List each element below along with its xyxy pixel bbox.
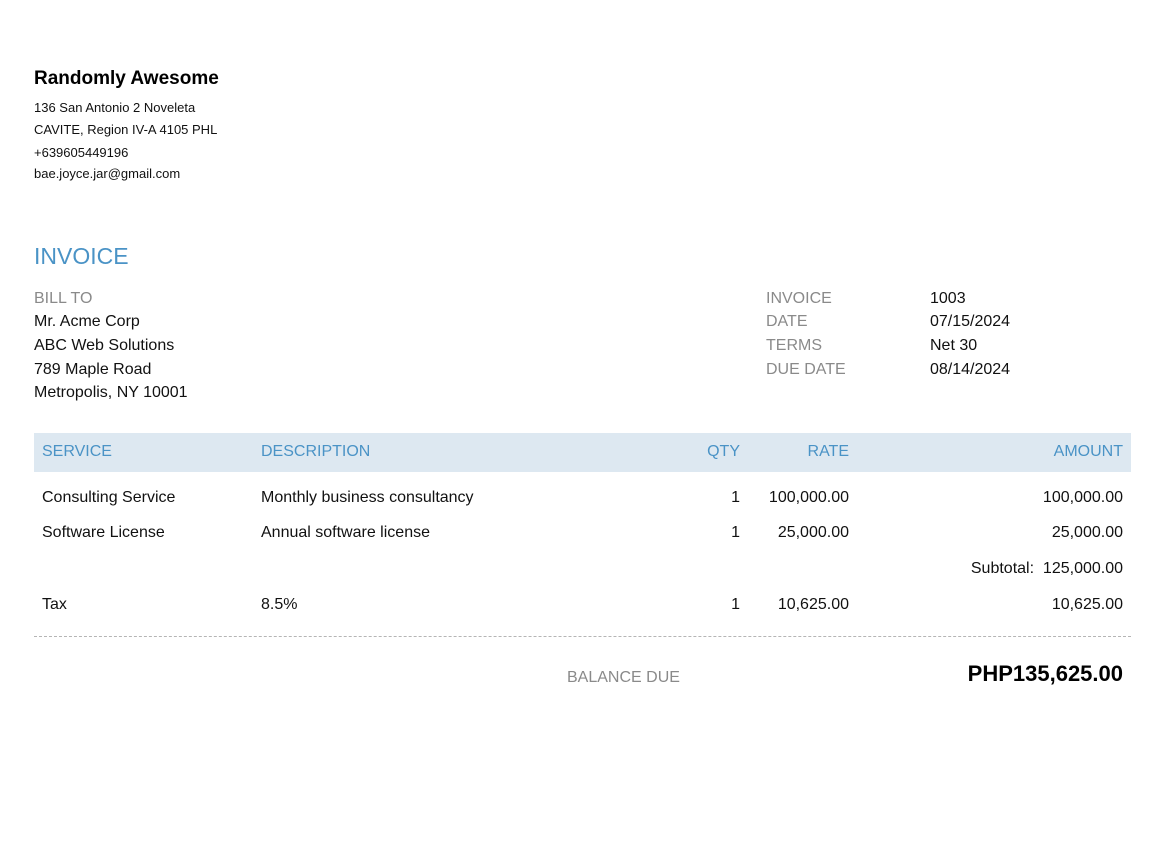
bill-to-line: Metropolis, NY 10001: [34, 384, 188, 401]
balance-due-amount: PHP135,625.00: [967, 661, 1123, 686]
rate-cell: 10,625.00: [777, 596, 849, 613]
table-header: [34, 433, 1131, 472]
column-header-amount: AMOUNT: [1053, 443, 1123, 460]
company-address-line: CAVITE, Region IV-A 4105 PHL: [34, 122, 218, 137]
date-value: 07/15/2024: [930, 313, 1011, 330]
company-name: Randomly Awesome: [34, 68, 219, 89]
description-cell: Annual software license: [261, 524, 430, 541]
terms-label: TERMS: [766, 337, 822, 354]
balance-due-label: BALANCE DUE: [567, 669, 680, 686]
due-date-value: 08/14/2024: [930, 361, 1011, 378]
amount-cell: 10,625.00: [1051, 596, 1123, 613]
column-header-description: DESCRIPTION: [261, 443, 371, 460]
qty-cell: 1: [731, 524, 740, 541]
rate-cell: 100,000.00: [768, 489, 849, 506]
invoice-number-label: INVOICE: [766, 290, 832, 307]
date-label: DATE: [766, 313, 808, 330]
invoice-number-value: 1003: [930, 290, 966, 307]
bill-to-line: Mr. Acme Corp: [34, 313, 140, 330]
bill-to-line: 789 Maple Road: [34, 361, 152, 378]
description-cell: 8.5%: [261, 596, 298, 613]
qty-cell: 1: [731, 596, 740, 613]
page-title: INVOICE: [34, 243, 129, 269]
company-phone: +639605449196: [34, 145, 129, 160]
subtotal-value: 125,000.00: [1042, 560, 1123, 577]
column-header-qty: QTY: [707, 443, 740, 460]
bill-to-label: BILL TO: [34, 290, 93, 307]
terms-value: Net 30: [930, 337, 978, 354]
subtotal: Subtotal: 125,000.00: [971, 560, 1123, 578]
rate-cell: 25,000.00: [777, 524, 849, 541]
qty-cell: 1: [731, 489, 740, 506]
service-cell: Software License: [42, 524, 165, 541]
bill-to-line: ABC Web Solutions: [34, 337, 175, 354]
amount-cell: 25,000.00: [1051, 524, 1123, 541]
subtotal-label: Subtotal:: [970, 560, 1035, 577]
description-cell: Monthly business consultancy: [261, 489, 474, 506]
service-cell: Tax: [42, 596, 67, 613]
company-address-line: 136 San Antonio 2 Noveleta: [34, 100, 196, 115]
divider: [34, 636, 1131, 637]
service-cell: Consulting Service: [42, 489, 176, 506]
amount-cell: 100,000.00: [1042, 489, 1123, 506]
due-date-label: DUE DATE: [766, 361, 846, 378]
column-header-rate: RATE: [807, 443, 849, 460]
column-header-service: SERVICE: [42, 443, 112, 460]
company-email: bae.joyce.jar@gmail.com: [34, 166, 181, 181]
